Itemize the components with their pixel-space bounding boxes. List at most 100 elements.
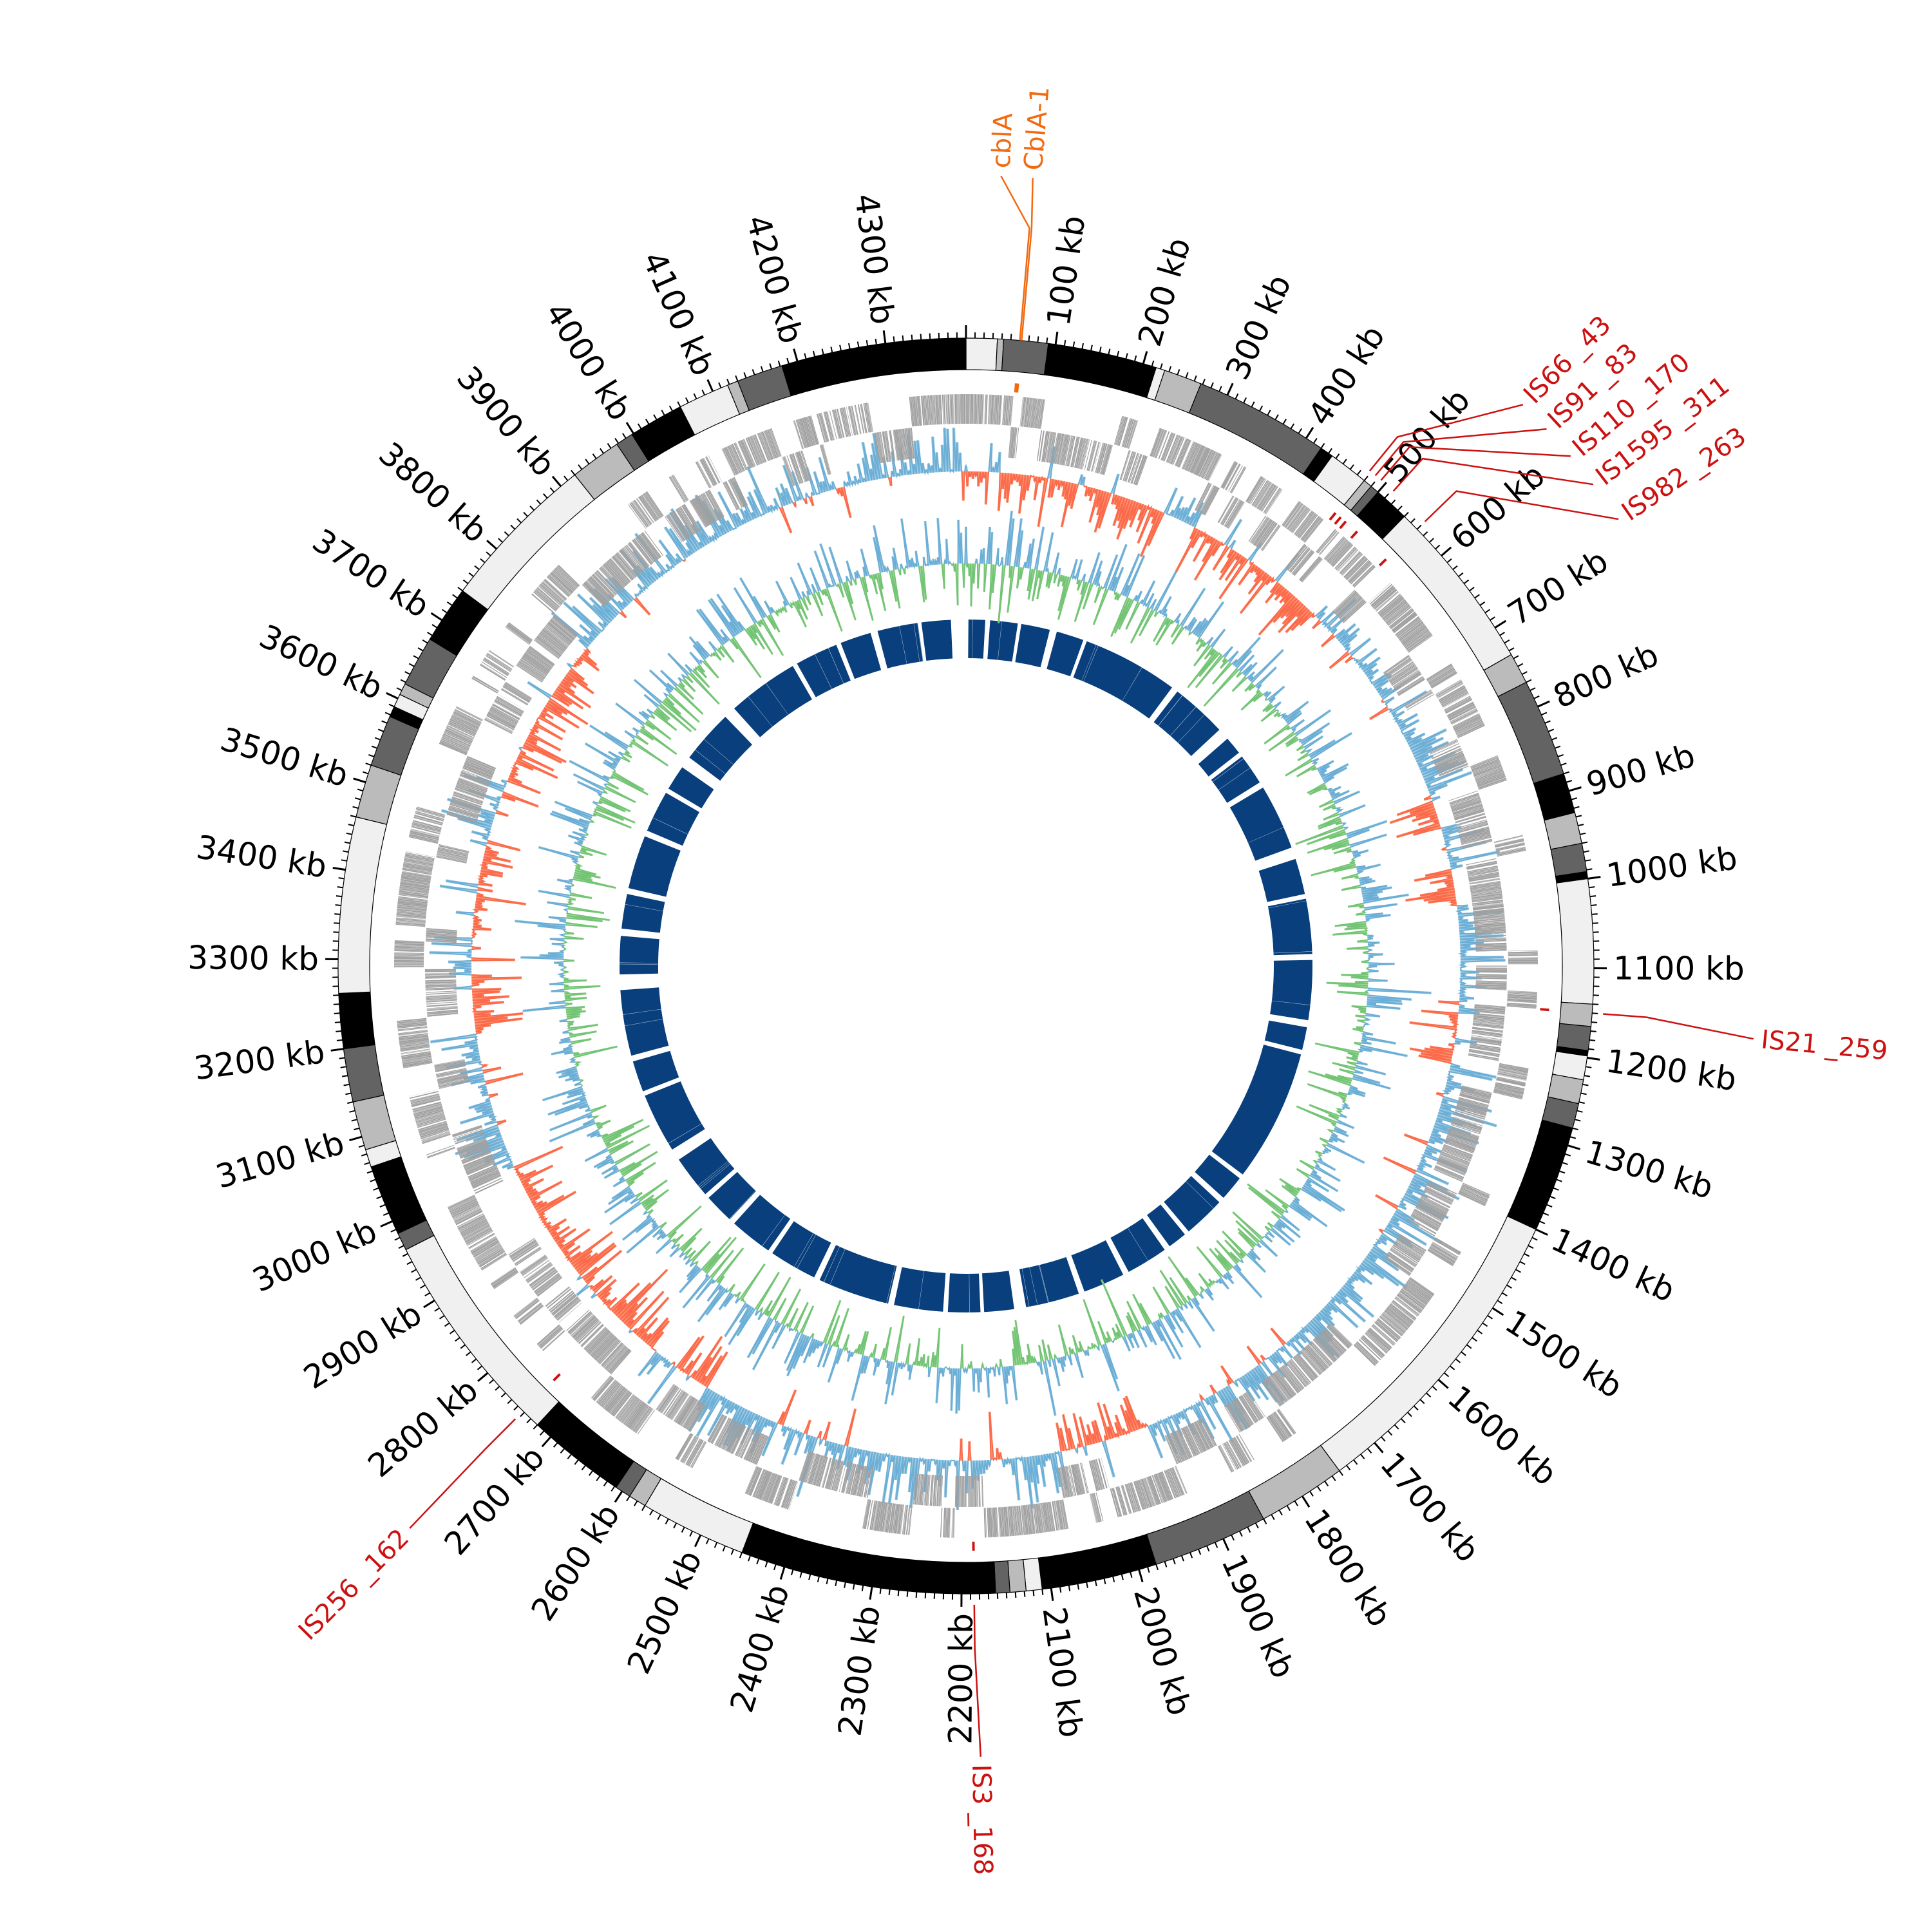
minor-tick xyxy=(812,350,816,357)
feature-leader-line xyxy=(1021,178,1034,341)
gc-skew-trace xyxy=(455,1124,515,1170)
minor-tick xyxy=(1555,745,1561,749)
gene-reverse-block xyxy=(1472,1027,1503,1036)
minor-tick xyxy=(1400,1418,1406,1424)
gene-forward-block xyxy=(505,621,533,645)
minor-tick xyxy=(373,1187,379,1191)
gc-content-trace xyxy=(781,1289,801,1325)
gc-content-trace xyxy=(1312,1159,1318,1164)
gene-forward-block xyxy=(1323,536,1359,573)
gc-content-trace xyxy=(1280,701,1309,725)
feature-mark xyxy=(1329,512,1337,521)
minor-tick xyxy=(641,1505,646,1511)
gene-forward-block xyxy=(1170,436,1193,469)
gc-content-trace xyxy=(1183,1303,1188,1309)
gc-skew-trace xyxy=(488,1093,498,1099)
gc-content-trace xyxy=(873,1358,882,1376)
minor-tick xyxy=(352,806,359,809)
gc-content-trace xyxy=(679,1264,703,1293)
minor-tick xyxy=(366,1170,373,1174)
gene-reverse-block xyxy=(446,797,482,824)
gene-reverse-block xyxy=(1467,866,1502,896)
gene-reverse-block xyxy=(464,1158,500,1187)
major-tick xyxy=(882,330,887,344)
gc-content-trace xyxy=(563,908,568,912)
gc-content-trace xyxy=(570,850,580,856)
minor-tick xyxy=(1001,333,1003,339)
feature-leader-line xyxy=(973,1604,982,1757)
gc-content-trace xyxy=(724,1302,756,1345)
ideogram-band xyxy=(1550,842,1587,877)
gc-content-trace xyxy=(1356,864,1381,875)
gc-content-trace xyxy=(1323,811,1340,820)
tick-label: 4200 kb xyxy=(739,211,810,348)
minor-tick xyxy=(701,389,706,395)
gc-content-trace xyxy=(565,922,598,928)
gc-content-trace xyxy=(1107,544,1128,592)
gene-reverse-block xyxy=(978,1475,984,1507)
gc-skew-trace xyxy=(1383,1157,1417,1175)
gene-forward-block xyxy=(730,437,759,472)
gene-forward-block xyxy=(446,706,483,739)
gc-content-trace xyxy=(548,916,567,923)
minor-tick xyxy=(1324,1481,1329,1487)
ideogram-band xyxy=(781,337,967,397)
major-tick xyxy=(551,475,562,488)
gc-skew-trace xyxy=(632,1297,670,1352)
gc-content-trace xyxy=(1187,1300,1194,1309)
gc-content-trace xyxy=(1368,969,1379,973)
inner-ring-line xyxy=(815,654,832,689)
tick-label: 1200 kb xyxy=(1604,1042,1739,1098)
gc-content-trace xyxy=(567,905,605,914)
minor-tick xyxy=(394,1236,401,1241)
gc-content-trace xyxy=(549,1112,593,1131)
gc-skew-trace xyxy=(566,662,573,669)
inner-ring-line xyxy=(1128,1227,1148,1261)
minor-tick xyxy=(1531,1236,1538,1241)
minor-tick xyxy=(347,1101,354,1104)
tick-label: 2400 kb xyxy=(723,1580,797,1717)
minor-tick xyxy=(1185,372,1189,379)
gc-content-trace xyxy=(569,892,592,899)
inner-ring-line xyxy=(1122,667,1142,701)
gc-content-trace xyxy=(851,1354,871,1401)
gc-skew-trace xyxy=(1404,1133,1428,1146)
inner-ring-line xyxy=(1248,827,1284,843)
major-tick xyxy=(1222,1538,1230,1551)
gc-content-trace xyxy=(784,1308,799,1330)
minor-tick xyxy=(351,1119,357,1122)
major-tick xyxy=(779,1566,786,1580)
gene-forward-block xyxy=(1220,460,1247,494)
gc-content-trace xyxy=(1191,601,1224,639)
gene-reverse-block xyxy=(954,1475,960,1507)
gc-content-trace xyxy=(1012,1320,1037,1366)
gc-content-trace xyxy=(1126,1300,1142,1330)
gc-content-trace xyxy=(1163,1314,1184,1348)
gc-content-trace xyxy=(689,636,710,661)
minor-tick xyxy=(1147,1567,1150,1573)
gc-content-trace xyxy=(891,547,899,571)
gc-skew-trace xyxy=(1431,796,1441,802)
gene-reverse-block xyxy=(1195,482,1220,516)
gc-content-trace xyxy=(592,801,598,806)
tick-label: 900 kb xyxy=(1582,737,1699,804)
minor-tick xyxy=(603,1481,608,1487)
minor-tick xyxy=(486,551,491,556)
gc-content-trace xyxy=(598,796,631,813)
minor-tick xyxy=(371,745,377,749)
gc-content-trace xyxy=(1368,962,1395,969)
gc-content-trace xyxy=(584,1148,609,1162)
gene-forward-block xyxy=(1426,663,1457,689)
minor-tick xyxy=(1530,687,1536,691)
gc-content-trace xyxy=(574,1081,582,1086)
gc-content-trace xyxy=(1169,1308,1201,1348)
gene-forward-block xyxy=(611,1391,636,1419)
minor-tick xyxy=(346,832,352,835)
minor-tick xyxy=(516,518,522,524)
gene-forward-block xyxy=(721,445,743,476)
minor-tick xyxy=(1103,1578,1106,1585)
minor-tick xyxy=(933,1593,936,1599)
inner-ring-line xyxy=(983,620,986,659)
minor-tick xyxy=(400,679,406,683)
minor-tick xyxy=(653,414,658,421)
